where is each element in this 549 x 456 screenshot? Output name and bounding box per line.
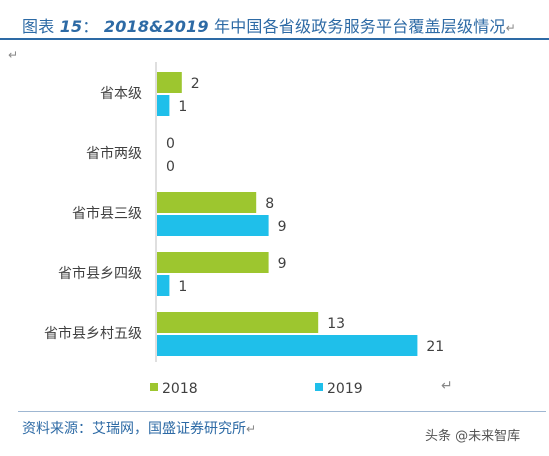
data-label: 2 (191, 76, 200, 92)
title-prefix: 图表 (22, 17, 55, 36)
data-label: 8 (265, 196, 274, 212)
bar-2019 (157, 335, 418, 356)
bar-2018 (157, 72, 182, 93)
title-bar: 图表 15： 2018&2019 年中国各省级政务服务平台覆盖层级情况↵ (0, 0, 549, 40)
watermark: 头条 @未来智库 (425, 429, 521, 444)
data-label: 0 (166, 136, 175, 152)
title-separator: ： (82, 17, 99, 36)
paragraph-mark-icon: ↵ (505, 21, 516, 35)
category-label: 省市两级 (86, 145, 142, 162)
title-text: 年中国各省级政务服务平台覆盖层级情况 (214, 17, 506, 36)
category-label: 省市县乡村五级 (44, 325, 142, 342)
title-years: 2018&2019 (103, 17, 209, 36)
data-label: 9 (278, 219, 287, 235)
bar-2018 (157, 312, 319, 333)
bar-2019 (157, 275, 170, 296)
bar-2018 (157, 192, 257, 213)
legend-label: 2019 (327, 381, 363, 397)
data-label: 9 (278, 256, 287, 272)
bar-2018 (157, 252, 269, 273)
data-label: 1 (178, 99, 187, 115)
chart-title: 图表 15： 2018&2019 年中国各省级政务服务平台覆盖层级情况↵ (22, 13, 516, 37)
category-label: 省市县三级 (72, 205, 142, 222)
title-number: 15 (59, 17, 83, 36)
data-label: 13 (327, 316, 345, 332)
legend-label: 2018 (162, 381, 198, 397)
paragraph-mark-icon: ↵ (441, 378, 453, 394)
paragraph-mark-icon: ↵ (246, 422, 257, 436)
bar-2019 (157, 215, 269, 236)
source-text: 资料来源：艾瑞网，国盛证券研究所 (22, 421, 246, 437)
data-label: 21 (426, 339, 444, 355)
legend-swatch-2019 (315, 383, 323, 391)
legend-swatch-2018 (150, 383, 158, 391)
data-label: 1 (178, 279, 187, 295)
paragraph-mark-icon: ↵ (8, 48, 19, 62)
source-note: 资料来源：艾瑞网，国盛证券研究所↵ (22, 418, 256, 438)
category-label: 省本级 (100, 86, 142, 102)
bar-2019 (157, 95, 170, 116)
data-label: 0 (166, 159, 175, 175)
category-label: 省市县乡四级 (58, 265, 142, 282)
footer-divider (18, 411, 546, 412)
